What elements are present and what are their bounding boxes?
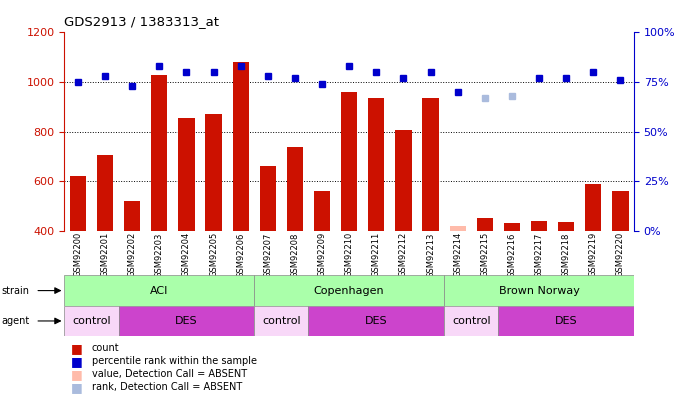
Text: DES: DES [555,316,578,326]
FancyBboxPatch shape [64,306,119,336]
Bar [585,184,601,231]
Bar [558,222,574,231]
Bar [422,98,439,231]
Text: agent: agent [1,316,30,326]
Text: ■: ■ [71,355,83,368]
Bar [260,166,276,231]
Text: ACI: ACI [150,286,169,296]
Bar [477,218,493,231]
Text: ■: ■ [71,381,83,394]
Bar [612,191,629,231]
FancyBboxPatch shape [498,306,634,336]
Text: Copenhagen: Copenhagen [314,286,384,296]
Bar [178,118,195,231]
Text: DES: DES [365,316,388,326]
Bar [70,176,86,231]
Bar [205,114,222,231]
FancyBboxPatch shape [64,275,254,306]
FancyBboxPatch shape [444,306,498,336]
Text: rank, Detection Call = ABSENT: rank, Detection Call = ABSENT [92,382,242,392]
Bar [395,130,412,231]
Bar [450,226,466,231]
FancyBboxPatch shape [444,275,634,306]
Text: ■: ■ [71,368,83,381]
FancyBboxPatch shape [254,306,308,336]
Bar [314,191,330,231]
Text: ■: ■ [71,342,83,355]
Text: GDS2913 / 1383313_at: GDS2913 / 1383313_at [64,15,220,28]
FancyBboxPatch shape [308,306,444,336]
Bar [341,92,357,231]
Text: control: control [452,316,490,326]
Bar [531,221,547,231]
Text: value, Detection Call = ABSENT: value, Detection Call = ABSENT [92,369,247,379]
Text: DES: DES [175,316,198,326]
Bar [124,201,140,231]
Bar [287,147,303,231]
Bar [233,62,249,231]
Text: strain: strain [1,286,29,296]
Text: Brown Norway: Brown Norway [498,286,580,296]
Bar [504,224,520,231]
Text: count: count [92,343,119,353]
Text: control: control [73,316,111,326]
Text: control: control [262,316,300,326]
Bar [368,98,384,231]
FancyBboxPatch shape [254,275,444,306]
Text: percentile rank within the sample: percentile rank within the sample [92,356,256,366]
Bar [97,155,113,231]
Bar [151,75,167,231]
FancyBboxPatch shape [119,306,254,336]
